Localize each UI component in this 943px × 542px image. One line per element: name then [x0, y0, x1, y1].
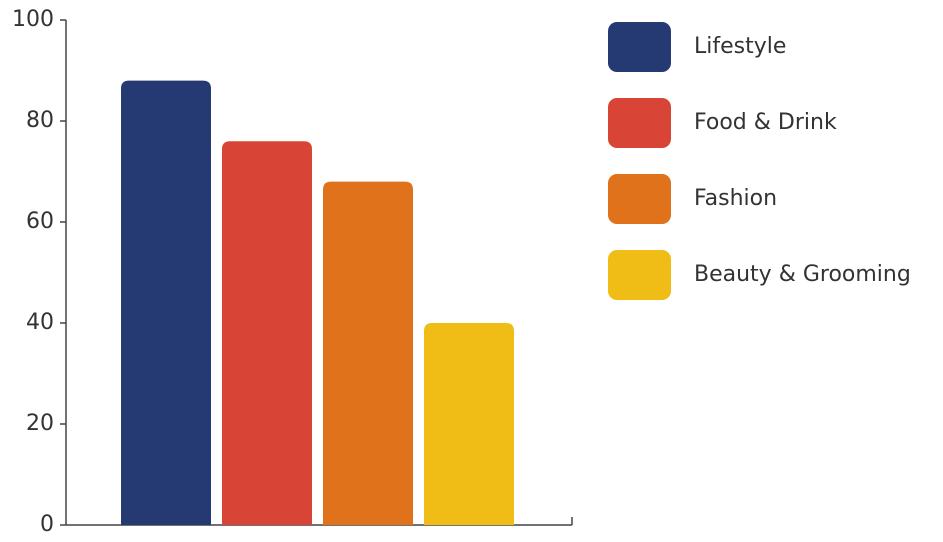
y-axis: 0 20 40 60 80 100 [12, 7, 67, 537]
legend-swatch [608, 174, 671, 224]
legend-item: Beauty & Grooming [608, 250, 911, 300]
y-tick-label: 0 [40, 512, 54, 537]
legend-item: Food & Drink [608, 98, 837, 148]
y-tick-label: 20 [26, 411, 54, 436]
bar [323, 181, 413, 525]
bars [121, 80, 514, 525]
y-tick-label: 60 [26, 209, 54, 234]
bar [121, 80, 211, 525]
legend-label: Beauty & Grooming [694, 262, 911, 287]
legend-label: Food & Drink [694, 110, 837, 135]
legend-label: Lifestyle [694, 34, 786, 59]
y-tick-label: 80 [26, 108, 54, 133]
legend-item: Fashion [608, 174, 777, 224]
y-tick-label: 40 [26, 310, 54, 335]
legend-label: Fashion [694, 186, 777, 211]
legend-swatch [608, 250, 671, 300]
legend-swatch [608, 22, 671, 72]
y-tick-label: 100 [12, 7, 54, 32]
legend-swatch [608, 98, 671, 148]
legend-item: Lifestyle [608, 22, 786, 72]
legend: Lifestyle Food & Drink Fashion Beauty & Gro… [608, 22, 911, 300]
bar [222, 141, 312, 525]
bar [424, 323, 514, 525]
